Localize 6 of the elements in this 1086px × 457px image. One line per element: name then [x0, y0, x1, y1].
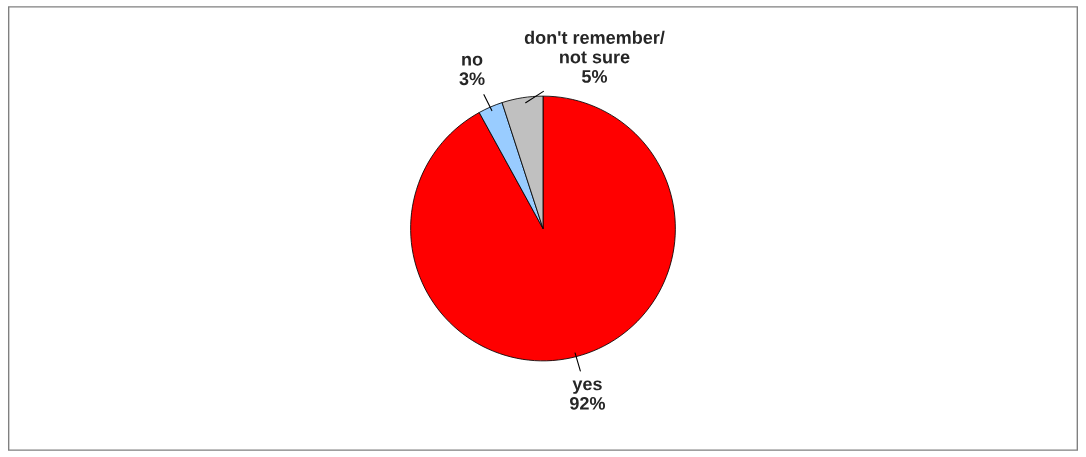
slice-label: no [462, 55, 483, 66]
data-label: 5% [581, 70, 608, 83]
slice-label: don't remember/ not sure [524, 30, 665, 64]
data-label: 3% [459, 72, 485, 86]
data-label: 92% [570, 396, 606, 410]
slice-label: yes [572, 380, 602, 394]
